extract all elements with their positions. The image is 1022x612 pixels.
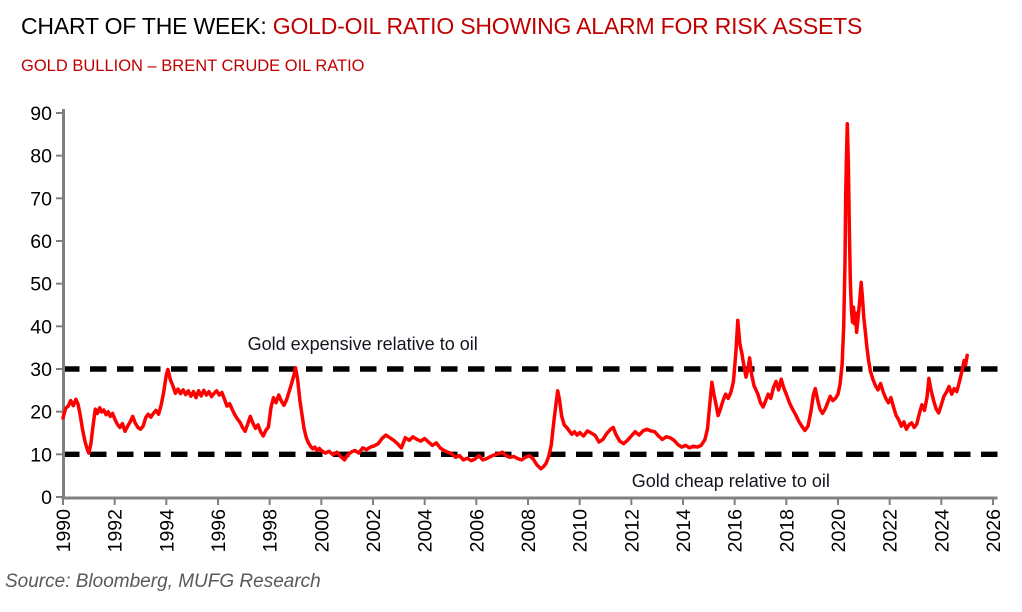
- y-axis-label-20: 20: [30, 402, 52, 424]
- title-highlight: GOLD-OIL RATIO SHOWING ALARM FOR RISK AS…: [272, 13, 863, 39]
- x-axis-label-2004: 2004: [415, 509, 437, 553]
- x-axis-label-2014: 2014: [673, 509, 695, 553]
- chart-subtitle: GOLD BULLION – BRENT CRUDE OIL RATIO: [21, 57, 365, 75]
- page-title: CHART OF THE WEEK: GOLD-OIL RATIO SHOWIN…: [21, 13, 862, 39]
- x-axis-label-1994: 1994: [156, 509, 178, 553]
- x-axis-label-2024: 2024: [931, 509, 953, 553]
- y-axis-label-60: 60: [30, 231, 52, 253]
- y-axis-label-40: 40: [30, 316, 52, 338]
- annotation-gold-cheap: Gold cheap relative to oil: [632, 471, 830, 491]
- x-axis-label-1998: 1998: [260, 509, 282, 552]
- y-axis-label-0: 0: [41, 487, 52, 509]
- y-axis-label-90: 90: [30, 103, 52, 125]
- x-axis-label-1992: 1992: [105, 509, 127, 552]
- x-axis-label-2006: 2006: [466, 509, 488, 552]
- x-axis-label-2020: 2020: [828, 509, 850, 553]
- y-axis-label-10: 10: [30, 444, 52, 466]
- y-axis-label-50: 50: [30, 274, 52, 296]
- x-axis-label-2010: 2010: [570, 509, 592, 553]
- annotation-gold-expensive: Gold expensive relative to oil: [248, 334, 478, 354]
- gold-oil-ratio-chart: 0 10 20 30 40 50 60 70 80 90 1990 1992 1994 1996 1998 2…: [30, 103, 1005, 553]
- x-axis-label-2012: 2012: [621, 509, 643, 552]
- x-axis-label-2026: 2026: [983, 509, 1005, 552]
- title-prefix: CHART OF THE WEEK:: [21, 13, 273, 39]
- x-axis-label-2008: 2008: [518, 509, 540, 552]
- x-axis-label-2018: 2018: [776, 509, 798, 552]
- y-axis-label-70: 70: [30, 188, 52, 210]
- y-axis-label-30: 30: [30, 359, 52, 381]
- x-axis-label-2002: 2002: [363, 509, 385, 552]
- x-axis-label-2022: 2022: [880, 509, 902, 552]
- y-axis-label-80: 80: [30, 146, 52, 168]
- series-line-gold-oil-ratio: [61, 121, 969, 471]
- x-axis-label-2000: 2000: [311, 509, 333, 553]
- x-axis-label-1996: 1996: [208, 509, 230, 552]
- x-axis-label-2016: 2016: [725, 509, 747, 552]
- source-note: Source: Bloomberg, MUFG Research: [5, 571, 321, 592]
- x-axis-label-1990: 1990: [53, 509, 75, 553]
